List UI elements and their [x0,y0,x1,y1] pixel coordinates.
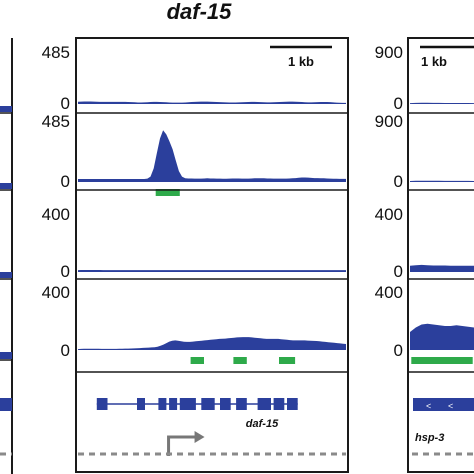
right-track-4-ymax: 400 [375,283,403,302]
center-track-2-peak-1 [155,189,180,196]
right-scale-bar-label: 1 kb [421,54,447,69]
track-3-ymax: 400 [42,205,70,224]
gene-exon-2 [137,398,145,410]
right-track-4-peak-1 [411,357,473,364]
track-2-ymax: 485 [42,112,70,131]
right-track-4-signal [410,323,474,350]
right-track-1-ymax: 900 [375,43,403,62]
left-panel-signal [0,106,12,112]
track-1-ymin: 0 [61,94,70,113]
right-exon-arrow: < [426,401,431,411]
right-track-3-ymin: 0 [394,262,403,281]
track-3-ymin: 0 [61,262,70,281]
right-panel: 1 kb 900 0 900 0 400 0 400 0 < < hsp-3 [375,37,474,473]
track-1-ymax: 485 [42,43,70,62]
right-exon [413,398,474,411]
right-track-2-ymin: 0 [394,172,403,191]
track-labels: 485 0 485 0 400 0 400 0 [42,43,70,360]
gene-label: daf-15 [246,418,279,430]
gene-exon-1 [96,398,108,410]
right-track-4-ymin: 0 [394,341,403,360]
gene-exon-5 [179,398,196,410]
gene-exon-11 [287,398,298,410]
left-panel-signal [0,352,12,359]
center-track-4-peak-3 [279,357,296,364]
center-track-4-signal [78,337,346,350]
chart-title: daf-15 [167,0,233,24]
center-track-2-signal [78,130,346,182]
right-signal-tracks [408,102,474,373]
left-panel-signal [0,272,12,278]
right-track-3-ymax: 400 [375,205,403,224]
center-panel-frame [75,37,349,473]
track-4-ymin: 0 [61,341,70,360]
left-panel-fragment [0,38,13,474]
center-track-1-signal [78,101,346,104]
left-panel-exon [0,398,12,411]
right-track-2-ymax: 900 [375,112,403,131]
gene-exon-4 [169,398,178,410]
right-gene-label: hsp-3 [415,432,444,444]
gene-exon-10 [273,398,285,410]
right-panel-frame [407,37,474,473]
center-track-3-signal [78,270,346,272]
gene-exon-3 [158,398,167,410]
track-4-ymax: 400 [42,283,70,302]
right-track-1-ymin: 0 [394,94,403,113]
center-gene-model [78,398,346,456]
right-track-1-signal [410,102,474,104]
center-panel: daf-15 1 kb 485 0 485 0 400 0 400 0 daf-… [42,0,349,473]
gene-exon-7 [220,398,231,410]
center-track-4-peak-2 [233,357,247,364]
right-track-2-signal [410,180,474,182]
gene-exon-6 [201,398,215,410]
track-2-ymin: 0 [61,172,70,191]
tss-arrow-line [167,435,197,456]
scale-bar-label: 1 kb [288,54,314,69]
right-track-3-signal [410,264,474,272]
gene-exon-8 [236,398,247,410]
center-track-4-peak-1 [190,357,204,364]
left-panel-signal [0,183,12,189]
tss-arrow-head [194,431,205,443]
right-exon-arrow: < [448,401,453,411]
gene-exon-9 [257,398,271,410]
center-signal-tracks [76,101,348,373]
